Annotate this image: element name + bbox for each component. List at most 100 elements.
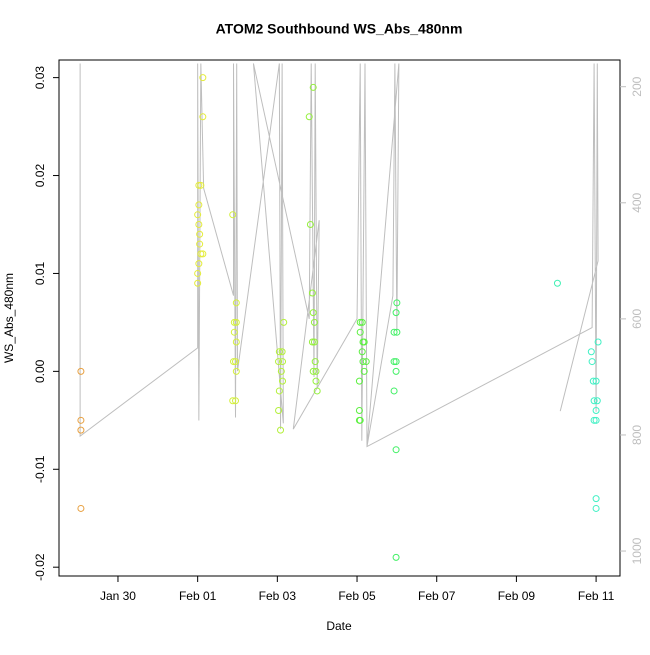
point bbox=[197, 181, 205, 189]
point bbox=[309, 83, 317, 91]
point bbox=[275, 387, 283, 395]
y2-tick-label: 400 bbox=[630, 192, 644, 212]
point bbox=[229, 397, 237, 405]
point bbox=[196, 230, 204, 238]
y-tick-label: -0.01 bbox=[33, 455, 47, 483]
point bbox=[195, 260, 203, 268]
point bbox=[392, 553, 400, 561]
y2-tick-label: 200 bbox=[630, 76, 644, 96]
point bbox=[308, 338, 316, 346]
y-axis-label: WS_Abs_480nm bbox=[2, 273, 16, 363]
point bbox=[393, 299, 401, 307]
point bbox=[592, 377, 600, 385]
point bbox=[232, 367, 240, 375]
point bbox=[356, 328, 364, 336]
point bbox=[77, 504, 85, 512]
point bbox=[195, 220, 203, 228]
point bbox=[195, 181, 203, 189]
point bbox=[194, 211, 202, 219]
x-tick-label: Feb 05 bbox=[338, 589, 376, 603]
point bbox=[280, 318, 288, 326]
point bbox=[310, 318, 318, 326]
plot-frame bbox=[58, 59, 621, 577]
point bbox=[275, 358, 283, 366]
point bbox=[277, 367, 285, 375]
point bbox=[358, 318, 366, 326]
point bbox=[77, 416, 85, 424]
point bbox=[232, 397, 240, 405]
x-tick-label: Feb 07 bbox=[418, 589, 456, 603]
point bbox=[393, 328, 401, 336]
point bbox=[309, 309, 317, 317]
point bbox=[358, 348, 366, 356]
point bbox=[199, 74, 207, 82]
plot-area bbox=[77, 63, 602, 561]
point bbox=[356, 318, 364, 326]
y-tick-label: 0.02 bbox=[33, 164, 47, 188]
point bbox=[390, 358, 398, 366]
point bbox=[588, 358, 596, 366]
y2-tick-label: 800 bbox=[630, 425, 644, 445]
point bbox=[360, 367, 368, 375]
point bbox=[590, 397, 598, 405]
point bbox=[279, 377, 287, 385]
point bbox=[355, 407, 363, 415]
point bbox=[592, 416, 600, 424]
x-tick-label: Feb 09 bbox=[498, 589, 536, 603]
point bbox=[392, 446, 400, 454]
point bbox=[312, 377, 320, 385]
point bbox=[362, 358, 370, 366]
point bbox=[194, 279, 202, 287]
y-tick-label: 0.00 bbox=[33, 359, 47, 383]
x-tick-label: Feb 03 bbox=[259, 589, 297, 603]
x-tick-label: Feb 01 bbox=[179, 589, 217, 603]
point bbox=[230, 328, 238, 336]
point bbox=[277, 426, 285, 434]
point bbox=[197, 250, 205, 258]
point bbox=[77, 426, 85, 434]
point bbox=[309, 367, 317, 375]
point bbox=[305, 113, 313, 121]
point bbox=[279, 358, 287, 366]
y-tick-label: 0.03 bbox=[33, 66, 47, 90]
x-tick-label: Jan 30 bbox=[100, 589, 136, 603]
point bbox=[587, 348, 595, 356]
point bbox=[196, 240, 204, 248]
point bbox=[306, 220, 314, 228]
point bbox=[275, 348, 283, 356]
point bbox=[232, 318, 240, 326]
point bbox=[278, 348, 286, 356]
point bbox=[230, 358, 238, 366]
point bbox=[275, 407, 283, 415]
y2-tick-label: 600 bbox=[630, 309, 644, 329]
point bbox=[356, 416, 364, 424]
point bbox=[392, 309, 400, 317]
chart-title: ATOM2 Southbound WS_Abs_480nm bbox=[216, 21, 463, 37]
y2-tick-label: 1000 bbox=[630, 537, 644, 564]
point bbox=[590, 416, 598, 424]
y-tick-label: -0.02 bbox=[33, 553, 47, 581]
depth-line bbox=[79, 63, 599, 448]
point bbox=[77, 367, 85, 375]
point bbox=[194, 269, 202, 277]
point bbox=[390, 387, 398, 395]
point bbox=[360, 338, 368, 346]
point bbox=[390, 328, 398, 336]
point bbox=[355, 377, 363, 385]
point bbox=[392, 367, 400, 375]
point bbox=[592, 504, 600, 512]
x-axis-label: Date bbox=[326, 619, 352, 633]
point bbox=[311, 358, 319, 366]
point bbox=[593, 397, 601, 405]
point bbox=[199, 250, 207, 258]
point bbox=[592, 495, 600, 503]
point bbox=[589, 377, 597, 385]
point bbox=[312, 367, 320, 375]
point bbox=[592, 407, 600, 415]
point bbox=[392, 358, 400, 366]
point bbox=[594, 338, 602, 346]
point bbox=[230, 318, 238, 326]
x-tick-label: Feb 11 bbox=[578, 589, 615, 603]
